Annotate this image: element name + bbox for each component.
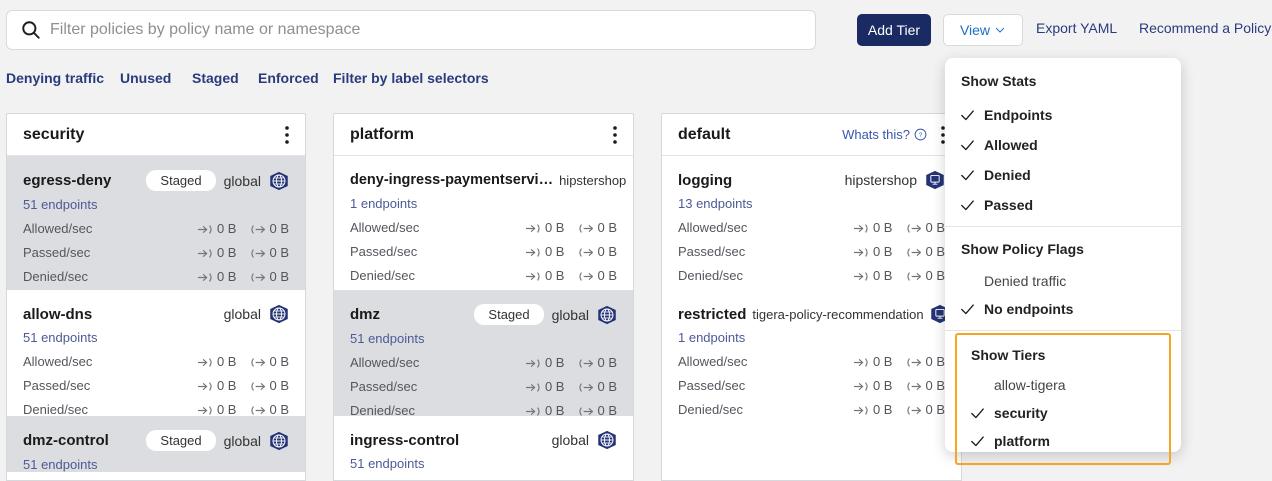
svg-text:?: ? xyxy=(919,132,923,139)
